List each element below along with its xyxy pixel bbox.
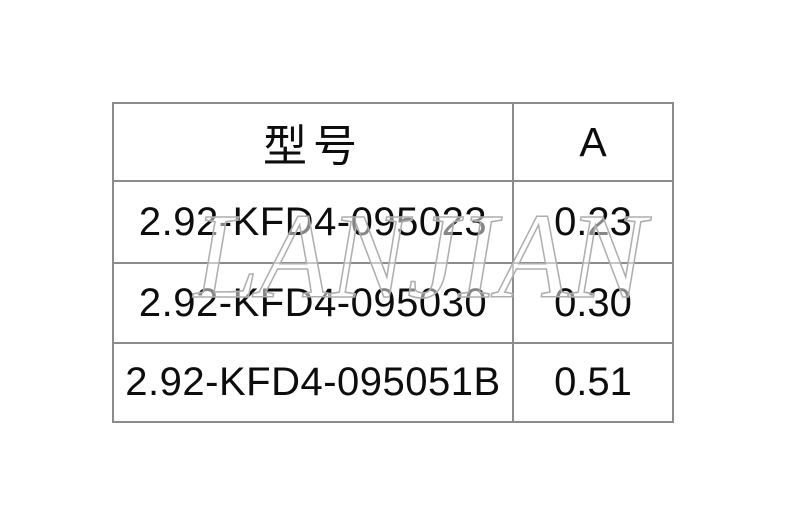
column-header-a: A: [512, 102, 674, 182]
spec-table: 型号 A 2.92-KFD4-095023 0.23 2.92-KFD4-095…: [112, 102, 674, 423]
model-cell: 2.92-KFD4-095030: [112, 262, 514, 344]
header-row: 型号 A: [112, 102, 674, 182]
table-row: 2.92-KFD4-095030 0.30: [112, 262, 674, 344]
a-value-cell: 0.23: [512, 180, 674, 264]
table-row: 2.92-KFD4-095051B 0.51: [112, 342, 674, 423]
column-header-model: 型号: [112, 102, 514, 182]
model-cell: 2.92-KFD4-095051B: [112, 342, 514, 423]
table-row: 2.92-KFD4-095023 0.23: [112, 180, 674, 264]
a-value-cell: 0.51: [512, 342, 674, 423]
model-cell: 2.92-KFD4-095023: [112, 180, 514, 264]
a-value-cell: 0.30: [512, 262, 674, 344]
